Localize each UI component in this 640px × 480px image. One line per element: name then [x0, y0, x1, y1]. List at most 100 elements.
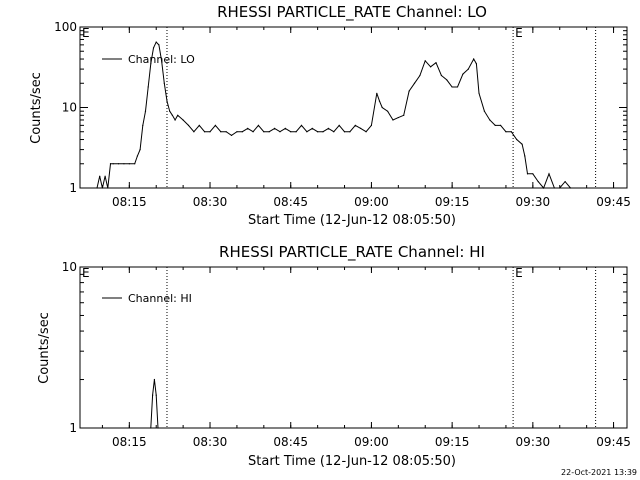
data-point [354, 124, 356, 126]
data-point [241, 131, 243, 133]
data-point [155, 394, 157, 396]
data-point [505, 131, 507, 133]
x-tick-label: 08:45 [273, 435, 308, 449]
data-point [252, 131, 254, 133]
data-point [521, 143, 523, 145]
data-point [147, 86, 149, 88]
panel-hi-series [150, 378, 159, 429]
data-point [142, 124, 144, 126]
data-point [99, 175, 101, 177]
data-point [257, 124, 260, 126]
data-point [378, 100, 381, 102]
data-point [220, 131, 222, 133]
data-point [386, 110, 389, 112]
data-point [456, 86, 459, 88]
data-point [153, 378, 156, 381]
data-point [290, 131, 292, 133]
x-tick-label: 08:45 [273, 195, 308, 209]
data-point [112, 163, 114, 165]
data-point [117, 163, 120, 165]
data-point [483, 110, 486, 112]
data-point [559, 187, 561, 189]
data-point [163, 82, 165, 84]
data-point [365, 131, 367, 133]
data-point [169, 110, 171, 112]
panel-hi: RHESSI PARTICLE_RATE Channel: HI 08:15 08… [37, 243, 631, 469]
x-tick-label: 09:45 [596, 195, 631, 209]
data-point [478, 92, 480, 94]
data-point [543, 187, 545, 189]
data-point [209, 131, 211, 133]
data-point [155, 41, 157, 43]
data-point [230, 134, 233, 137]
legend-label: Channel: HI [128, 292, 192, 305]
data-point [419, 74, 421, 77]
data-point [225, 131, 227, 133]
data-point [150, 427, 152, 429]
data-point [236, 131, 238, 133]
event-marker-label: E [515, 266, 523, 280]
data-point [451, 86, 453, 88]
data-point [548, 173, 550, 175]
y-tick-label: 10 [62, 101, 77, 115]
data-point [392, 119, 394, 121]
panel-hi-ylabel: Counts/sec [37, 312, 52, 384]
event-marker-label: E [82, 26, 90, 40]
data-point [279, 131, 281, 133]
data-point [214, 124, 217, 126]
data-point [516, 138, 518, 141]
data-point [430, 66, 432, 68]
data-point [322, 131, 324, 133]
event-marker-label: E [515, 26, 523, 40]
data-point [247, 127, 249, 130]
data-point [473, 58, 475, 60]
y-tick-label: 1 [69, 421, 77, 435]
data-point [109, 163, 112, 165]
data-point [139, 148, 141, 151]
data-point [553, 187, 555, 189]
panel-lo-title: RHESSI PARTICLE_RATE Channel: LO [217, 3, 487, 22]
series-line [150, 379, 159, 429]
legend-label: Channel: LO [128, 53, 195, 66]
data-point [177, 114, 179, 116]
x-tick-label: 09:15 [435, 195, 470, 209]
panel-lo-ylabel: Counts/sec [29, 72, 44, 144]
panel-lo: RHESSI PARTICLE_RATE Channel: LO 08:15 08… [29, 3, 631, 228]
data-point [187, 124, 190, 126]
data-point [499, 124, 502, 126]
data-point [306, 131, 308, 133]
data-point [263, 131, 265, 133]
data-point [157, 427, 159, 429]
footer-timestamp: 22-Oct-2021 13:39 [561, 468, 637, 477]
data-point [144, 110, 147, 112]
data-point [198, 124, 200, 126]
data-point [526, 173, 529, 175]
data-point [136, 155, 138, 157]
data-point [158, 44, 160, 46]
panel-hi-legend: Channel: HI [102, 292, 192, 305]
data-point [104, 175, 106, 177]
x-tick-label: 09:00 [354, 195, 389, 209]
data-point [311, 127, 313, 130]
y-tick-label: 10 [62, 260, 77, 274]
data-point [403, 114, 405, 116]
data-point [349, 131, 351, 133]
event-marker-label: E [82, 266, 90, 280]
data-point [193, 131, 195, 133]
data-point [152, 47, 155, 49]
panel-hi-frame [79, 266, 628, 429]
data-point [564, 181, 566, 183]
panel-hi-ticks: 08:15 08:30 08:45 09:00 09:15 09:30 09:45 1 10 [62, 260, 631, 449]
panel-lo-series [96, 41, 572, 189]
x-tick-label: 09:30 [516, 195, 551, 209]
x-tick-label: 08:30 [193, 195, 228, 209]
y-tick-label: 100 [54, 20, 77, 34]
data-point [171, 114, 173, 116]
data-point [150, 63, 152, 65]
x-tick-label: 09:15 [435, 435, 470, 449]
data-point [300, 124, 303, 126]
data-point [333, 131, 335, 133]
